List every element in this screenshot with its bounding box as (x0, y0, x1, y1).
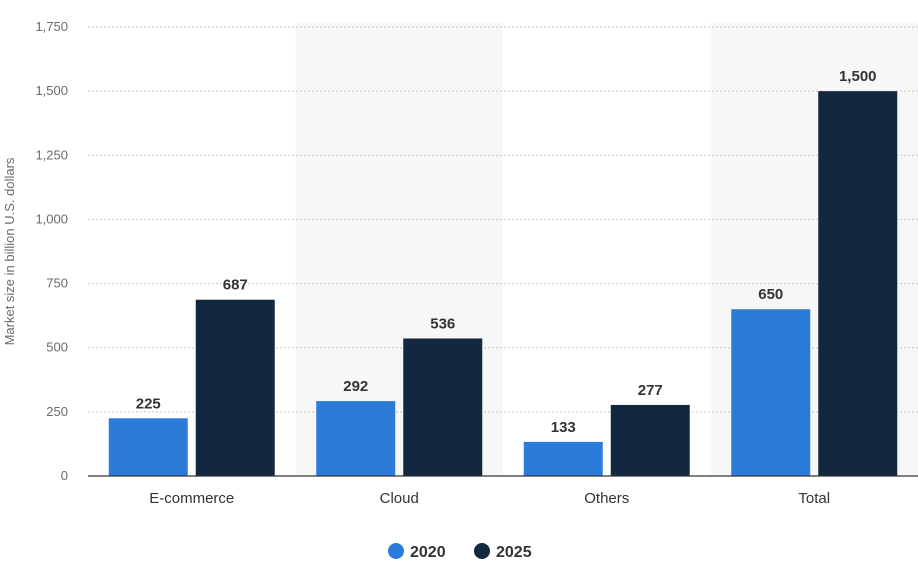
legend-item-label: 2020 (410, 544, 446, 561)
y-tick-label: 750 (46, 276, 68, 291)
value-label: 277 (638, 382, 663, 399)
y-axis-title: Market size in billion U.S. dollars (2, 157, 17, 345)
bar-2025 (818, 91, 897, 476)
bar-2025 (403, 338, 482, 476)
y-tick-label: 1,500 (35, 83, 68, 98)
value-label: 133 (551, 419, 576, 436)
y-axis-ticks: 0 250 500 750 1,000 1,250 1,500 1,750 (35, 19, 68, 483)
bar-2020 (316, 401, 395, 476)
value-label: 1,500 (839, 68, 877, 85)
legend-item-label: 2025 (496, 544, 532, 561)
bar-2020 (731, 309, 810, 476)
value-label: 225 (136, 395, 161, 412)
bar-2020 (524, 442, 603, 476)
value-label: 536 (430, 315, 455, 332)
legend-marker (474, 543, 490, 559)
legend: 2020 2025 (388, 543, 532, 561)
y-tick-label: 1,750 (35, 19, 68, 34)
value-label: 292 (343, 378, 368, 395)
x-category-label: Cloud (380, 490, 419, 507)
bar-2025 (196, 300, 275, 476)
x-category-label: Total (798, 490, 830, 507)
legend-marker (388, 543, 404, 559)
y-tick-label: 250 (46, 404, 68, 419)
y-tick-label: 500 (46, 340, 68, 355)
bar-2020 (109, 418, 188, 476)
y-tick-label: 1,250 (35, 147, 68, 162)
value-label: 650 (758, 286, 783, 303)
x-category-label: E-commerce (149, 490, 234, 507)
y-tick-label: 0 (61, 468, 68, 483)
x-category-label: Others (584, 490, 629, 507)
x-axis-categories: E-commerce Cloud Others Total (149, 490, 830, 507)
y-tick-label: 1,000 (35, 211, 68, 226)
value-label: 687 (223, 277, 248, 294)
bar-2025 (611, 405, 690, 476)
